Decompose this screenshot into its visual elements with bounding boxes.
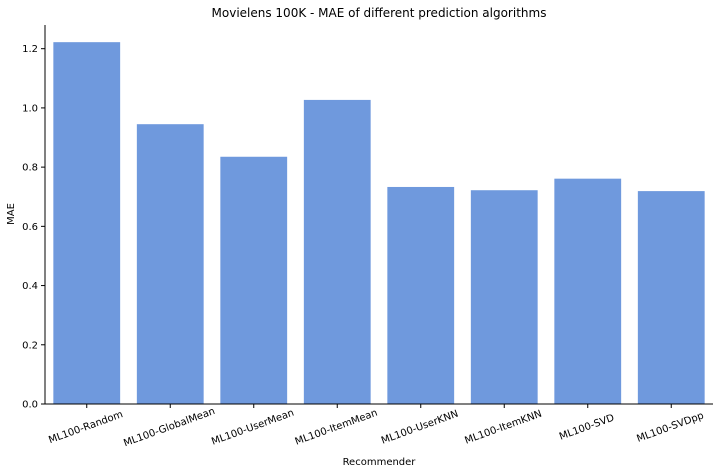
y-axis-label: MAE [6, 203, 17, 225]
x-axis: ML100-RandomML100-GlobalMeanML100-UserMe… [47, 404, 705, 449]
x-axis-label: Recommender [343, 457, 417, 468]
bar-ml100-random [53, 42, 121, 405]
bar-ml100-itemknn [470, 190, 538, 404]
y-tick-label: 1.2 [22, 44, 38, 55]
y-tick-label: 0.8 [22, 163, 38, 174]
bar-ml100-userknn [387, 186, 455, 404]
x-tick-label: ML100-SVDpp [635, 410, 705, 444]
bar-ml100-usermean [220, 156, 288, 404]
y-axis: 0.0 0.2 0.4 0.6 0.8 1.0 1.2 [22, 44, 45, 411]
x-tick-label: ML100-SVD [558, 413, 616, 443]
x-tick-label: ML100-UserMean [210, 408, 295, 448]
bars-group [53, 42, 705, 405]
chart-title: Movielens 100K - MAE of different predic… [212, 6, 547, 20]
y-tick-label: 0.0 [22, 400, 38, 411]
x-tick-label: ML100-ItemKNN [463, 409, 543, 447]
bar-ml100-itemmean [303, 99, 371, 404]
x-tick-label: ML100-Random [47, 409, 124, 446]
y-tick-label: 0.4 [22, 281, 38, 292]
bar-ml100-globalmean [136, 124, 204, 404]
x-tick-label: ML100-UserKNN [380, 409, 460, 447]
y-tick-label: 0.2 [22, 340, 38, 351]
bar-ml100-svd [554, 178, 622, 404]
y-tick-label: 1.0 [22, 103, 38, 114]
y-tick-label: 0.6 [22, 222, 38, 233]
x-tick-label: ML100-ItemMean [294, 408, 379, 448]
bar-ml100-svdpp [637, 191, 705, 404]
x-tick-label: ML100-GlobalMean [122, 406, 216, 449]
